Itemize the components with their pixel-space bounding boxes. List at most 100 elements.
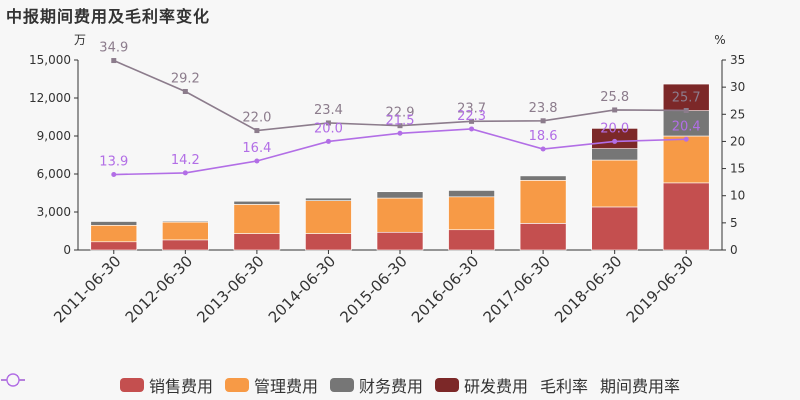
bar-segment xyxy=(662,182,710,251)
bar-segment xyxy=(519,223,567,251)
bar-segment xyxy=(90,241,138,251)
line-point xyxy=(683,107,689,113)
legend-label: 期间费用率 xyxy=(600,377,681,396)
left-axis-unit: 万 xyxy=(74,33,86,47)
data-label: 20.0 xyxy=(600,121,629,136)
legend-label: 管理费用 xyxy=(253,377,318,396)
left-tick-label: 15,000 xyxy=(29,53,71,67)
line-point xyxy=(254,128,260,134)
data-label: 13.9 xyxy=(99,155,128,170)
left-tick-label: 3,000 xyxy=(37,205,71,219)
data-label: 22.3 xyxy=(457,109,486,124)
line-point xyxy=(182,88,188,94)
data-label: 34.9 xyxy=(99,41,128,56)
line-point xyxy=(397,123,403,129)
line-point xyxy=(612,138,618,144)
left-tick-label: 6,000 xyxy=(37,167,71,181)
data-label: 22.9 xyxy=(386,106,415,121)
x-tick-label: 2019-06-30 xyxy=(623,252,697,326)
line-point xyxy=(469,118,475,124)
bar-segment xyxy=(233,200,281,205)
line-point xyxy=(182,170,188,176)
data-label: 20.0 xyxy=(314,121,343,136)
bar-segment xyxy=(519,175,567,181)
bar-segment xyxy=(90,221,138,226)
legend-swatch xyxy=(224,378,249,392)
bar-segment xyxy=(448,190,495,198)
bar-segment xyxy=(233,233,281,251)
bar-segment xyxy=(233,204,281,234)
data-label: 14.2 xyxy=(171,153,200,168)
right-tick-label: 15 xyxy=(730,162,745,176)
data-label: 25.7 xyxy=(672,90,701,105)
bar-segment xyxy=(305,197,352,201)
x-tick-label: 2018-06-30 xyxy=(551,252,625,326)
data-label: 21.5 xyxy=(386,113,415,128)
data-label: 20.4 xyxy=(672,119,701,134)
right-tick-label: 30 xyxy=(730,80,745,94)
x-tick-label: 2012-06-30 xyxy=(122,252,196,326)
bar-segment xyxy=(591,148,638,161)
right-tick-label: 25 xyxy=(730,107,745,121)
legend-item[interactable]: 财务费用 xyxy=(329,373,423,397)
line-point xyxy=(111,172,117,178)
legend-swatch xyxy=(329,378,354,392)
bar-segment xyxy=(519,180,567,224)
line-point xyxy=(683,136,689,142)
bar-segment xyxy=(162,221,209,241)
bar-segment xyxy=(90,225,138,243)
x-tick-label: 2015-06-30 xyxy=(336,252,410,326)
data-label: 23.7 xyxy=(457,101,486,116)
legend: 销售费用 管理费用 财务费用 研发费用 毛利率 期间费用率 xyxy=(0,372,800,398)
legend-item[interactable]: 毛利率 xyxy=(1,373,589,397)
data-label: 23.4 xyxy=(314,103,343,118)
chart-area: 0 3,000 6,000 9,000 12,000 15,000 0 5 10 15 20 25 30… xyxy=(29,33,745,326)
right-tick-label: 0 xyxy=(730,243,738,257)
x-tick-label: 2016-06-30 xyxy=(408,252,482,326)
line-point xyxy=(540,146,546,152)
bar-segment xyxy=(305,200,352,234)
legend-swatch xyxy=(435,378,459,392)
bar-segment xyxy=(662,83,710,111)
x-tick-label: 2011-06-30 xyxy=(50,252,124,326)
bar-segment xyxy=(162,220,209,223)
data-label: 25.8 xyxy=(600,90,629,105)
line-point xyxy=(397,130,403,136)
bar-segment xyxy=(591,128,638,149)
legend-item[interactable]: 销售费用 xyxy=(119,373,213,397)
left-tick-label: 0 xyxy=(63,243,71,257)
x-tick-label: 2013-06-30 xyxy=(193,252,267,326)
bar-segment xyxy=(376,191,424,199)
line-point xyxy=(254,158,260,164)
bar-segment xyxy=(305,233,352,251)
legend-item[interactable]: 期间费用率 xyxy=(1,373,681,397)
data-label: 16.4 xyxy=(242,141,271,156)
data-label: 29.2 xyxy=(171,71,200,86)
line-point xyxy=(325,138,331,144)
data-label: 22.0 xyxy=(242,111,271,126)
line-point xyxy=(469,126,475,132)
line-point xyxy=(612,107,618,113)
bar-segment xyxy=(591,206,638,251)
legend-label: 研发费用 xyxy=(464,377,529,396)
line-point xyxy=(111,58,117,64)
line-point xyxy=(325,120,331,126)
data-label: 18.6 xyxy=(529,129,558,144)
legend-swatch xyxy=(119,378,144,392)
chart-title: 中报期间费用及毛利率变化 xyxy=(6,7,211,26)
bar-segment xyxy=(662,135,710,184)
data-label: 23.8 xyxy=(529,101,558,116)
legend-label: 毛利率 xyxy=(540,377,589,396)
legend-item[interactable]: 管理费用 xyxy=(224,373,318,397)
bar-segment xyxy=(162,239,209,251)
x-tick-label: 2014-06-30 xyxy=(265,252,339,326)
bar-segment xyxy=(376,197,424,233)
legend-item[interactable]: 研发费用 xyxy=(435,373,528,397)
right-tick-label: 10 xyxy=(730,189,745,203)
right-tick-label: 20 xyxy=(730,134,745,148)
legend-line-swatch xyxy=(1,373,25,387)
legend-label: 财务费用 xyxy=(358,377,423,396)
bar-segment xyxy=(448,229,495,251)
left-tick-label: 9,000 xyxy=(37,129,71,143)
bar-segment xyxy=(448,196,495,231)
